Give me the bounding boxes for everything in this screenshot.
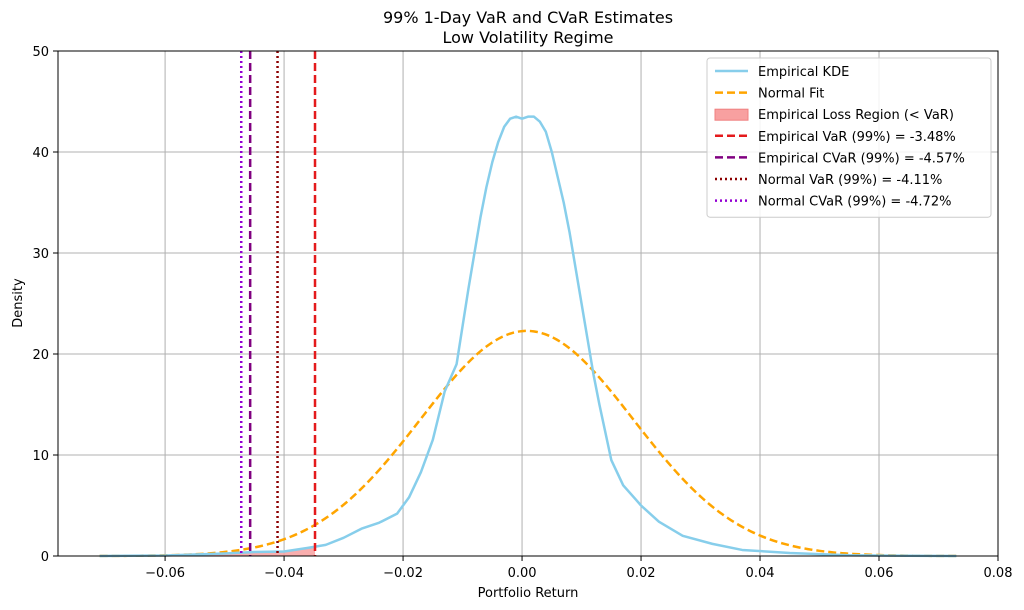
plot-area	[99, 51, 957, 558]
legend-label-normal-fit: Normal Fit	[758, 87, 824, 102]
legend-swatch-empirical-loss-region-var	[714, 108, 749, 121]
legend-box	[706, 57, 992, 218]
legend-label-empirical-kde: Empirical KDE	[758, 65, 849, 80]
legend: Empirical KDE Normal Fit Empirical Loss Re…	[706, 57, 992, 218]
chart-title: 99% 1-Day VaR and CVaR Estimates	[383, 8, 673, 27]
y-tick-label: 30	[32, 247, 49, 262]
legend-label-empirical-cvar-99: Empirical CVaR (99%) = -4.57%	[758, 151, 965, 166]
legend-label-normal-cvar-99: Normal CVaR (99%) = -4.72%	[758, 195, 951, 210]
axis-ticks: −0.06 −0.04 −0.02 0.00 0.02 0.04 0.06 0.08 0 10 20…	[32, 45, 1012, 581]
x-tick-label: 0.06	[865, 566, 894, 581]
y-axis-label: Density	[11, 278, 26, 328]
x-tick-label: 0.08	[984, 566, 1013, 581]
empirical-loss-region	[99, 546, 316, 556]
y-tick-label: 40	[32, 146, 49, 161]
x-axis-label: Portfolio Return	[478, 586, 579, 601]
y-tick-label: 50	[32, 45, 49, 60]
legend-label-empirical-var-99: Empirical VaR (99%) = -3.48%	[758, 130, 956, 145]
x-tick-label: 0.00	[508, 566, 537, 581]
x-tick-label: −0.02	[383, 566, 423, 581]
legend-label-empirical-loss-region-var: Empirical Loss Region (< VaR)	[758, 108, 954, 123]
x-tick-label: −0.06	[145, 566, 185, 581]
axes-frame	[57, 50, 999, 557]
y-tick-label: 20	[32, 348, 49, 363]
x-tick-label: −0.04	[264, 566, 304, 581]
legend-label-normal-var-99: Normal VaR (99%) = -4.11%	[758, 173, 942, 188]
x-tick-label: 0.04	[746, 566, 775, 581]
empirical-kde-line	[99, 115, 957, 558]
x-tick-label: 0.02	[627, 566, 656, 581]
y-tick-label: 0	[41, 550, 49, 565]
chart-subtitle: Low Volatility Regime	[442, 28, 613, 47]
y-tick-label: 10	[32, 449, 49, 464]
